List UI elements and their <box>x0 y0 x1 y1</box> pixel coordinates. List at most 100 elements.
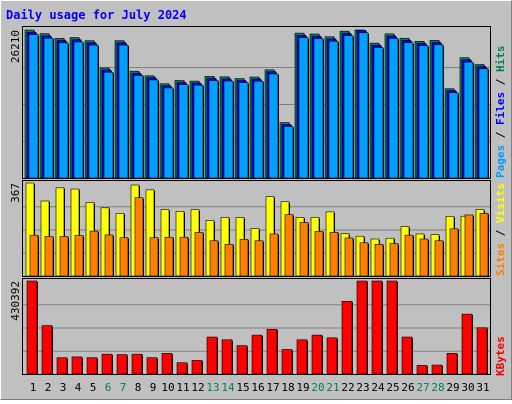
bar-sites-day-5 <box>89 230 99 277</box>
bar-pages-day-23 <box>358 32 369 179</box>
bar-pages-day-22 <box>343 35 354 179</box>
bar-sites-day-16 <box>254 240 264 277</box>
bar-sites-day-4 <box>74 235 84 277</box>
bar-kbytes-day-1 <box>26 280 38 375</box>
bar-kbytes-day-12 <box>191 360 203 375</box>
legend-label-0: KBytes <box>494 336 507 376</box>
bar-kbytes-day-8 <box>131 353 143 375</box>
bar-sites-day-31 <box>479 213 489 277</box>
bar-kbytes-day-6 <box>101 353 113 375</box>
bar-kbytes-day-28 <box>431 364 443 375</box>
bar-kbytes-day-13 <box>206 336 218 375</box>
x-tick-label-day-3: 3 <box>60 381 67 394</box>
bar-pages-day-25 <box>388 38 399 179</box>
bar-pages-day-29 <box>448 92 459 179</box>
x-axis-day-labels: 1 2 3 4 5 6 7 8 9 10 11 12 13 14 15 16 17 18 19 20 21 22 23 24 2… <box>30 381 490 394</box>
bar-sites-day-19 <box>299 222 309 277</box>
bar-kbytes-day-26 <box>401 336 413 375</box>
bar-sites-day-28 <box>434 240 444 277</box>
x-tick-label-day-8: 8 <box>135 381 142 394</box>
x-tick-label-day-15: 15 <box>236 381 249 394</box>
bar-sites-day-17 <box>269 233 279 277</box>
bar-sites-day-13 <box>209 240 219 277</box>
x-tick-label-day-23: 23 <box>356 381 369 394</box>
bar-pages-day-28 <box>433 44 444 179</box>
bar-sites-day-23 <box>359 242 369 277</box>
bar-kbytes-day-23 <box>356 280 368 375</box>
bar-kbytes-day-3 <box>56 357 68 375</box>
x-tick-label-day-7: 7 <box>120 381 127 394</box>
bar-kbytes-day-25 <box>386 280 398 375</box>
bar-pages-day-30 <box>463 61 474 179</box>
bar-kbytes-day-14 <box>221 339 233 375</box>
bar-kbytes-day-29 <box>446 353 458 375</box>
x-tick-label-day-21: 21 <box>326 381 339 394</box>
x-tick-label-day-9: 9 <box>150 381 157 394</box>
bar-kbytes-day-22 <box>341 300 353 375</box>
chart-title: Daily usage for July 2024 <box>6 8 187 22</box>
x-tick-label-day-14: 14 <box>221 381 235 394</box>
legend-kbytes: KBytes <box>494 336 507 376</box>
bar-sites-day-7 <box>119 237 129 277</box>
bar-sites-day-20 <box>314 231 324 277</box>
bar-pages-day-13 <box>208 80 219 179</box>
bar-pages-day-12 <box>193 84 204 179</box>
bar-sites-day-2 <box>44 236 54 277</box>
kbytes-ymax-label: 430392 <box>9 281 22 321</box>
bar-kbytes-day-18 <box>281 349 293 375</box>
x-tick-label-day-16: 16 <box>251 381 264 394</box>
bar-kbytes-day-4 <box>71 356 83 375</box>
x-tick-label-day-31: 31 <box>476 381 489 394</box>
bar-kbytes-day-27 <box>416 365 428 375</box>
bar-kbytes-day-10 <box>161 353 173 375</box>
legend-label-4: Hits <box>494 46 507 73</box>
bar-pages-day-16 <box>253 80 264 179</box>
bar-pages-day-2 <box>43 37 54 179</box>
bar-pages-day-4 <box>73 41 84 179</box>
bar-pages-day-31 <box>478 68 489 179</box>
legend-label-0: Sites <box>494 243 507 276</box>
bar-pages-day-18 <box>283 126 294 179</box>
bar-pages-day-7 <box>118 44 129 179</box>
legend-label-2: Files <box>494 92 507 125</box>
legend-label-1: / <box>494 125 507 145</box>
bar-sites-day-22 <box>344 237 354 277</box>
bar-kbytes-day-5 <box>86 357 98 375</box>
bar-pages-day-20 <box>313 38 324 179</box>
bar-kbytes-day-7 <box>116 354 128 375</box>
bar-sites-day-26 <box>404 234 414 277</box>
bar-kbytes-day-17 <box>266 328 278 375</box>
bar-sites-day-25 <box>389 243 399 277</box>
bar-sites-day-8 <box>134 197 144 277</box>
bar-sites-day-21 <box>329 232 339 277</box>
x-tick-label-day-22: 22 <box>341 381 354 394</box>
legend-label-3: / <box>494 72 507 92</box>
bar-sites-day-6 <box>104 234 114 277</box>
x-tick-label-day-6: 6 <box>105 381 112 394</box>
bar-pages-day-24 <box>373 47 384 179</box>
bar-sites-day-30 <box>464 214 474 277</box>
bar-kbytes-day-15 <box>236 345 248 375</box>
bar-sites-day-29 <box>449 228 459 277</box>
bar-sites-day-1 <box>29 234 39 277</box>
bar-kbytes-day-21 <box>326 337 338 375</box>
bar-pages-day-26 <box>403 42 414 179</box>
x-tick-label-day-10: 10 <box>161 381 174 394</box>
bar-sites-day-3 <box>59 236 69 277</box>
bar-kbytes-day-24 <box>371 280 383 375</box>
bar-pages-day-3 <box>58 42 69 179</box>
bar-sites-day-12 <box>194 232 204 277</box>
x-tick-label-day-17: 17 <box>266 381 279 394</box>
legend-label-2: Visits <box>494 183 507 223</box>
bar-marks <box>24 29 489 375</box>
bar-sites-day-9 <box>149 237 159 277</box>
bar-kbytes-day-19 <box>296 339 308 375</box>
bar-pages-day-10 <box>163 87 174 179</box>
legend-sites-visits: Sites / Visits <box>494 183 507 276</box>
bar-kbytes-day-16 <box>251 334 263 375</box>
bar-sites-day-27 <box>419 238 429 277</box>
bar-kbytes-day-2 <box>41 325 53 375</box>
x-tick-label-day-30: 30 <box>461 381 474 394</box>
